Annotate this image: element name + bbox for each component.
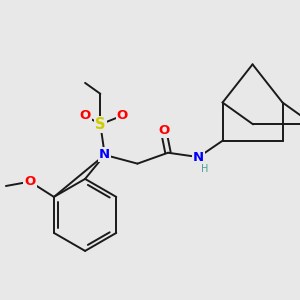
Text: O: O [80, 109, 91, 122]
Text: O: O [24, 175, 35, 188]
Text: H: H [201, 164, 209, 174]
Text: O: O [158, 124, 169, 137]
Text: N: N [99, 148, 110, 161]
Text: N: N [193, 151, 204, 164]
Text: O: O [117, 109, 128, 122]
Text: S: S [95, 117, 106, 132]
